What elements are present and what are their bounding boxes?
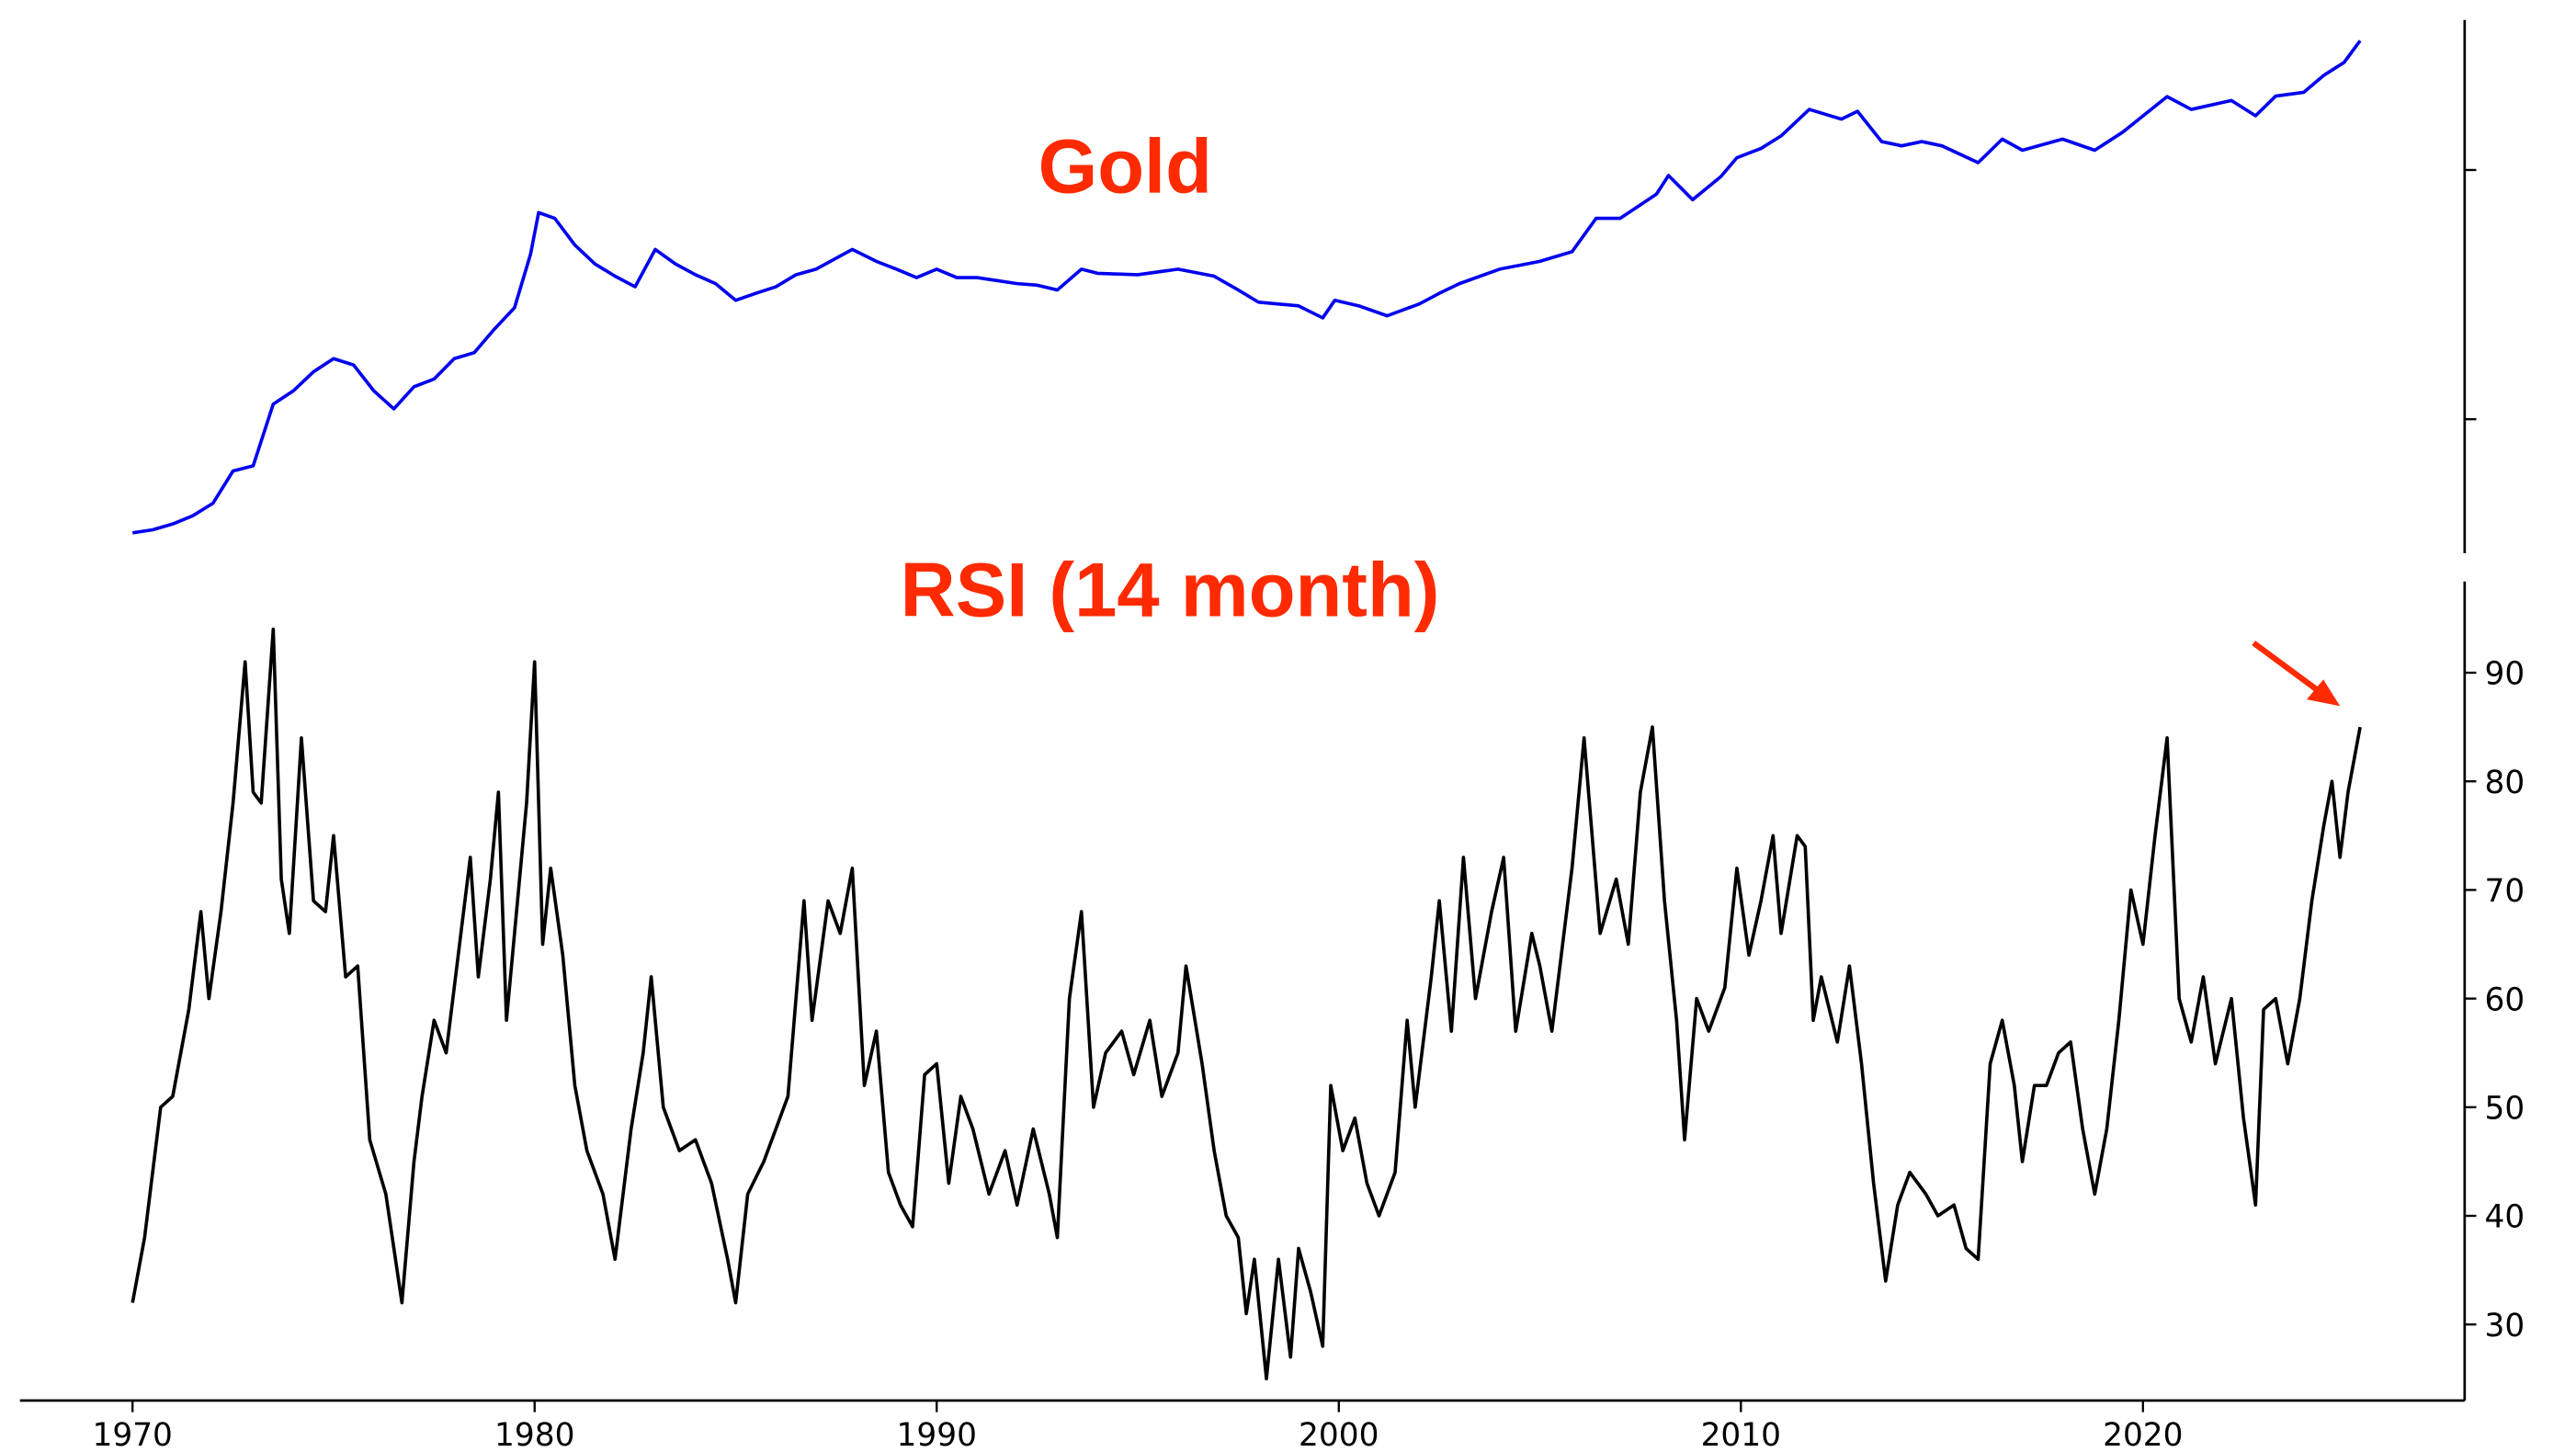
x-tick-label: 2000 bbox=[1299, 1417, 1379, 1452]
gold-title: Gold bbox=[1038, 124, 1212, 210]
x-tick-label: 1970 bbox=[92, 1417, 172, 1452]
line bbox=[131, 40, 2362, 535]
y-tick-label: 80 bbox=[2485, 765, 2525, 801]
y-tick-label: 90 bbox=[2485, 656, 2525, 693]
line bbox=[131, 627, 2362, 1381]
x-tick-label: 1990 bbox=[897, 1417, 977, 1452]
x-tick-label: 2010 bbox=[1701, 1417, 1781, 1452]
y-tick-label: 30 bbox=[2485, 1308, 2525, 1344]
y-tick-label: 60 bbox=[2485, 981, 2525, 1018]
x-tick-label: 2020 bbox=[2103, 1417, 2183, 1452]
y-tick-label: 50 bbox=[2485, 1090, 2525, 1127]
arrow-shaft bbox=[2252, 641, 2326, 698]
y-tick-label: 40 bbox=[2485, 1199, 2525, 1236]
x-tick-label: 1980 bbox=[494, 1417, 574, 1452]
arrow bbox=[2252, 641, 2341, 707]
y-tick-label: 70 bbox=[2485, 873, 2525, 910]
rsi-title: RSI (14 month) bbox=[901, 548, 1440, 633]
arrow-head bbox=[2307, 679, 2341, 707]
